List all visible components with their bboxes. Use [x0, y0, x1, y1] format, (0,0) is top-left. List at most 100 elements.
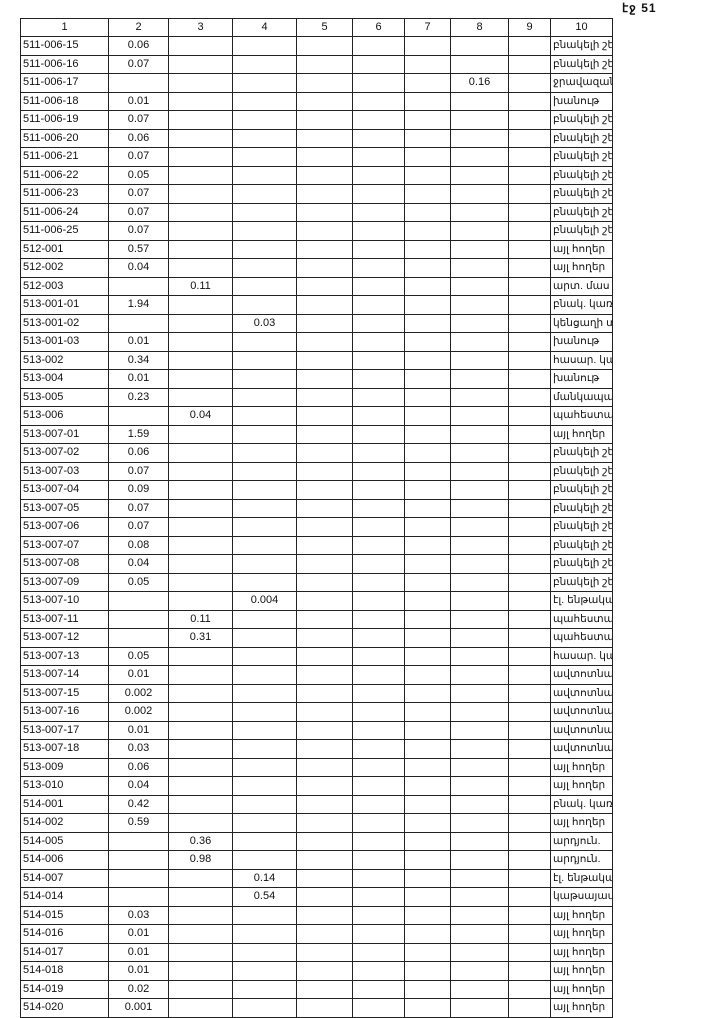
area-cell: [108, 73, 169, 93]
area-cell: [508, 979, 551, 999]
area-cell: 0.01: [108, 720, 169, 740]
parcel-code-cell: 511-006-24: [20, 202, 109, 222]
area-cell: 0.04: [168, 406, 233, 426]
area-cell: [296, 720, 353, 740]
land-use-cell: էլ. ենթակայան: [550, 591, 613, 611]
area-cell: [450, 147, 509, 167]
parcel-code-cell: 514-005: [20, 831, 109, 851]
area-cell: [450, 110, 509, 130]
area-cell: [450, 387, 509, 407]
area-cell: [296, 147, 353, 167]
table-row: 513-001-03 0.01 խանութ: [20, 332, 613, 352]
land-use-cell: խանութ: [550, 332, 613, 352]
area-cell: [450, 776, 509, 796]
area-cell: [450, 332, 509, 352]
area-cell: [296, 480, 353, 500]
land-use-cell: բնակելի շենք: [550, 535, 613, 555]
table-row: 511-006-240.07 բնակելի շենք: [20, 202, 613, 222]
area-cell: [352, 332, 405, 352]
area-cell: [296, 73, 353, 93]
area-cell: [296, 887, 353, 907]
parcel-code-cell: 513-007-07: [20, 535, 109, 555]
parcel-code-cell: 514-020: [20, 998, 109, 1018]
area-cell: [508, 128, 551, 148]
table-row: 511-006-17 0.16 ջրավազան: [20, 73, 613, 93]
area-cell: [508, 332, 551, 352]
area-cell: [508, 720, 551, 740]
parcel-code-cell: 513-007-16: [20, 702, 109, 722]
area-cell: [352, 609, 405, 629]
area-cell: [296, 572, 353, 592]
parcel-code-cell: 512-002: [20, 258, 109, 278]
column-header: 3: [168, 18, 233, 37]
area-cell: [232, 36, 297, 56]
area-cell: [108, 831, 169, 851]
area-cell: [352, 110, 405, 130]
area-cell: [352, 424, 405, 444]
area-cell: [404, 54, 451, 74]
area-cell: [168, 924, 233, 944]
land-use-cell: ջրավազան: [550, 73, 613, 93]
area-cell: [404, 905, 451, 925]
area-cell: [296, 683, 353, 703]
parcel-code-cell: 513-005: [20, 387, 109, 407]
land-use-cell: ավտոտնակ: [550, 739, 613, 759]
area-cell: 0.01: [108, 942, 169, 962]
area-cell: [352, 239, 405, 259]
area-cell: [450, 646, 509, 666]
area-cell: [450, 202, 509, 222]
area-cell: [352, 461, 405, 481]
area-cell: [296, 517, 353, 537]
area-cell: [232, 295, 297, 315]
area-cell: [404, 258, 451, 278]
area-cell: 0.01: [108, 369, 169, 389]
table-row: 514-018 0.01 այլ հողեր: [20, 961, 613, 981]
area-cell: [352, 202, 405, 222]
area-cell: [404, 998, 451, 1018]
area-cell: [168, 54, 233, 74]
area-cell: [352, 665, 405, 685]
area-cell: [168, 813, 233, 833]
area-cell: [296, 239, 353, 259]
land-use-cell: բնակելի շենք: [550, 36, 613, 56]
area-cell: [168, 73, 233, 93]
area-cell: [168, 295, 233, 315]
table-row: 513-007-020.06 բնակելի շենք: [20, 443, 613, 463]
area-cell: [508, 794, 551, 814]
area-cell: [508, 165, 551, 185]
area-cell: [168, 110, 233, 130]
area-cell: [296, 387, 353, 407]
parcel-code-cell: 513-004: [20, 369, 109, 389]
area-cell: [232, 535, 297, 555]
area-cell: 0.07: [108, 110, 169, 130]
area-cell: [296, 998, 353, 1018]
area-cell: [404, 887, 451, 907]
area-cell: [168, 350, 233, 370]
area-cell: [508, 646, 551, 666]
area-cell: [508, 813, 551, 833]
area-cell: [232, 831, 297, 851]
area-cell: [450, 239, 509, 259]
area-cell: [450, 905, 509, 925]
area-cell: [168, 147, 233, 167]
parcel-code-cell: 513-009: [20, 757, 109, 777]
area-cell: [352, 184, 405, 204]
area-cell: 0.07: [108, 517, 169, 537]
land-use-cell: բնակելի շենք: [550, 202, 613, 222]
area-cell: [108, 628, 169, 648]
area-cell: 0.01: [108, 332, 169, 352]
table-row: 512-002 0.04 այլ հողեր: [20, 258, 613, 278]
area-cell: [352, 646, 405, 666]
area-cell: [508, 258, 551, 278]
area-cell: [508, 295, 551, 315]
area-cell: [450, 443, 509, 463]
area-cell: [450, 887, 509, 907]
area-cell: [404, 517, 451, 537]
area-cell: [352, 683, 405, 703]
area-cell: [168, 443, 233, 463]
area-cell: 0.04: [108, 258, 169, 278]
parcel-code-cell: 511-006-17: [20, 73, 109, 93]
area-cell: 0.14: [232, 868, 297, 888]
land-use-cell: բնակելի շենք: [550, 480, 613, 500]
